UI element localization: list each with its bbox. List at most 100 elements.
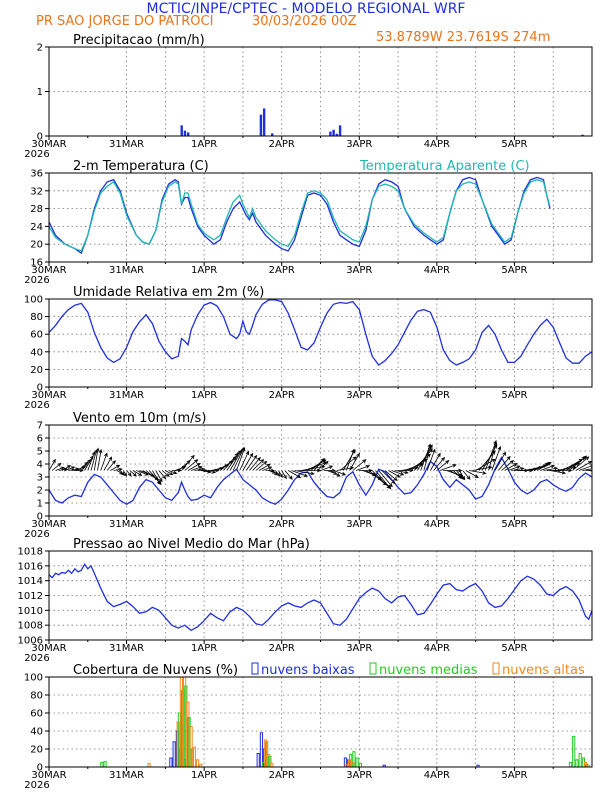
cloud-high-bar <box>195 759 200 767</box>
x-tick-label: 31MAR <box>109 139 144 150</box>
wind-arrow <box>204 470 217 474</box>
x-tick-label: 3APR <box>346 139 372 150</box>
cloud-high-bar <box>176 721 180 767</box>
x-tick-label: 1APR <box>191 390 217 401</box>
y-tick-label: 1008 <box>18 621 43 632</box>
precip-bar <box>581 134 584 136</box>
wind-arrow <box>339 456 357 471</box>
x-tick-label: 31MAR <box>109 770 144 781</box>
cloud-high-bar <box>583 762 588 767</box>
y-tick-label: 20 <box>30 365 43 376</box>
wind-arrow <box>287 470 302 478</box>
wind-arrow <box>100 452 108 471</box>
wind-arrow <box>61 465 72 471</box>
wind-arrow <box>349 452 360 471</box>
wind-arrow <box>132 470 143 476</box>
wind-arrow <box>320 465 334 471</box>
precip-bar <box>338 125 342 136</box>
x-tick-label: 5APR <box>501 390 527 401</box>
temp-series-0-line <box>49 176 551 255</box>
cloud-legend-low-swatch <box>251 662 259 675</box>
y-tick-label: 24 <box>30 222 43 233</box>
pres-plot-area <box>49 563 592 632</box>
y-tick-label: 7 <box>37 421 43 432</box>
x-tick-label: 1APR <box>191 643 217 654</box>
y-tick-label: 20 <box>30 745 43 756</box>
temp-frame <box>48 172 593 263</box>
year-label: 2026 <box>24 529 49 540</box>
wind-arrow <box>536 461 552 471</box>
x-tick-label: 31MAR <box>109 390 144 401</box>
y-tick-label: 0 <box>37 383 43 394</box>
wind-arrow <box>291 470 309 477</box>
y-tick-label: 4 <box>37 460 43 471</box>
wind-arrow <box>262 466 273 471</box>
x-tick-label: 1APR <box>191 265 217 276</box>
wind-arrow <box>77 461 89 471</box>
y-tick-label: 0 <box>37 763 43 774</box>
cloud-low-bar <box>382 764 386 767</box>
year-label: 2026 <box>24 149 49 160</box>
precip-bar <box>186 132 190 136</box>
precip-bar <box>329 131 332 136</box>
wind-arrow <box>71 468 84 473</box>
y-tick-label: 1 <box>37 499 43 510</box>
y-tick-label: 0 <box>37 512 43 523</box>
precip-bar <box>180 125 183 136</box>
wind-arrow <box>294 470 315 476</box>
cloud-high-bar <box>587 764 591 767</box>
cloud-panel: 0 20 40 60 80 100 30MAR 31MAR 1APR 2APR 3APR 4APR 5A… <box>24 662 593 791</box>
cloud-high-bar <box>267 753 271 767</box>
cloud-low-bar <box>259 732 264 767</box>
cloud-low-bar <box>169 757 173 767</box>
wind-arrow <box>355 465 371 471</box>
x-tick-label: 30MAR <box>31 643 66 654</box>
wind-arrow <box>391 470 405 476</box>
y-tick-label: 1014 <box>18 576 43 587</box>
cloud-low-bar <box>343 757 348 767</box>
wind-frame <box>48 424 593 517</box>
wind-plot-area <box>49 440 592 506</box>
cloud-high-bar <box>351 762 355 767</box>
cloud-high-bar <box>147 762 151 767</box>
wind-arrow <box>55 466 65 471</box>
rh-frame <box>48 298 593 388</box>
wind-arrow <box>110 464 121 471</box>
x-tick-label: 4APR <box>424 519 450 530</box>
wind-arrow <box>423 445 432 471</box>
wind-arrow <box>491 445 502 471</box>
wind-arrow <box>158 470 167 480</box>
wind-arrow <box>433 456 445 471</box>
wind-arrow <box>511 467 525 471</box>
y-tick-label: 100 <box>24 295 43 306</box>
x-tick-label: 4APR <box>424 643 450 654</box>
wind-arrow <box>51 462 62 471</box>
wind-arrow <box>465 470 479 478</box>
wind-arrow <box>126 470 132 477</box>
wind-arrow <box>588 470 592 472</box>
wind-arrow <box>165 470 174 476</box>
wind-arrow <box>553 468 573 473</box>
wind-arrow <box>239 450 249 471</box>
wind-arrow <box>352 459 367 471</box>
cloud-low-bar <box>256 753 260 767</box>
wind-arrow <box>242 452 254 471</box>
x-tick-label: 5APR <box>501 139 527 150</box>
y-tick-label: 5 <box>37 447 43 458</box>
x-tick-label: 3APR <box>346 390 372 401</box>
rh-series-0-line <box>49 299 592 366</box>
cloud-high-bar <box>179 677 183 767</box>
pres-frame <box>48 550 593 641</box>
wind-arrow <box>252 458 265 471</box>
wind-arrow <box>443 468 463 473</box>
wind-arrow <box>255 460 268 471</box>
cloud-legend-low: nuvens baixas <box>261 663 355 678</box>
wind-arrow <box>184 459 199 471</box>
wind-arrow <box>323 468 336 473</box>
wind-arrow <box>494 451 506 471</box>
x-tick-label: 31MAR <box>109 519 144 530</box>
y-tick-label: 1018 <box>18 547 43 558</box>
wind-arrow <box>122 470 127 477</box>
y-tick-label: 1012 <box>18 591 43 602</box>
